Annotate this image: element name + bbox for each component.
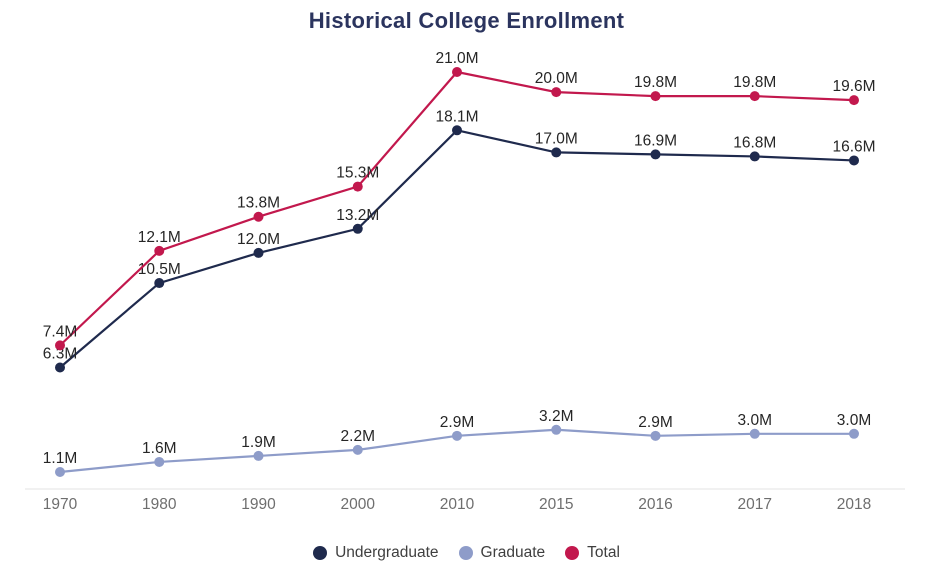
data-point-label: 2.9M [638, 414, 672, 431]
x-tick-label: 1980 [142, 496, 177, 513]
data-point-label: 2.2M [341, 428, 375, 445]
data-point-undergraduate [253, 247, 264, 258]
data-point-label: 17.0M [535, 130, 578, 147]
data-point-label: 3.2M [539, 408, 573, 425]
data-point-label: 13.2M [336, 207, 379, 224]
legend-dot-icon [565, 546, 580, 560]
chart-title: Historical College Enrollment [308, 8, 625, 33]
x-tick-label: 1970 [43, 496, 78, 513]
data-point-undergraduate [849, 155, 859, 166]
data-point-label: 7.4M [43, 323, 77, 340]
data-point-label: 3.0M [837, 412, 871, 429]
data-point-graduate [55, 467, 65, 477]
data-point-total [650, 91, 661, 102]
data-point-label: 16.6M [832, 138, 875, 155]
data-point-total [849, 95, 859, 106]
data-point-label: 1.6M [142, 440, 176, 457]
data-point-total [452, 67, 462, 77]
data-point-total [551, 87, 562, 98]
data-point-label: 19.6M [832, 78, 875, 95]
data-point-label: 18.1M [435, 108, 478, 125]
data-point-label: 19.8M [634, 74, 677, 91]
data-point-label: 20.0M [535, 70, 578, 87]
data-point-total [352, 181, 363, 192]
legend-label: Total [587, 544, 620, 561]
data-point-graduate [849, 428, 859, 439]
data-point-label: 3.0M [738, 412, 772, 429]
data-point-total [253, 211, 264, 222]
legend-item-graduate[interactable]: Graduate [458, 544, 546, 562]
data-point-label: 2.9M [440, 414, 474, 431]
x-tick-label: 1990 [241, 496, 276, 513]
data-point-label: 6.3M [43, 345, 77, 362]
data-point-label: 15.3M [336, 165, 379, 182]
data-point-label: 12.1M [138, 229, 181, 246]
data-point-graduate [154, 456, 165, 467]
data-point-total [749, 91, 760, 102]
data-point-label: 19.8M [733, 74, 776, 91]
data-point-undergraduate [352, 223, 363, 234]
data-point-total [154, 245, 165, 256]
legend-item-undergraduate[interactable]: Undergraduate [313, 544, 439, 562]
data-point-total [55, 340, 65, 351]
legend: Undergraduate Graduate Total [0, 544, 933, 562]
data-point-undergraduate [55, 362, 65, 373]
data-point-label: 1.1M [43, 450, 77, 467]
data-point-graduate [650, 430, 661, 441]
data-point-undergraduate [452, 125, 462, 136]
data-point-graduate [352, 444, 363, 455]
data-point-label: 1.9M [241, 434, 275, 451]
data-point-graduate [253, 450, 264, 461]
data-point-label: 16.8M [733, 134, 776, 151]
data-point-undergraduate [749, 151, 760, 162]
data-point-undergraduate [650, 149, 661, 160]
data-point-label: 21.0M [435, 50, 478, 67]
x-tick-label: 2016 [638, 496, 672, 513]
x-tick-label: 2017 [738, 496, 772, 513]
x-tick-label: 2010 [440, 496, 475, 513]
legend-dot-icon [458, 546, 473, 560]
data-point-label: 12.0M [237, 231, 280, 248]
x-tick-label: 2015 [539, 496, 573, 513]
legend-dot-icon [313, 546, 328, 560]
data-point-undergraduate [154, 278, 165, 289]
legend-label: Undergraduate [335, 544, 439, 561]
data-point-undergraduate [551, 147, 562, 158]
data-point-label: 16.9M [634, 132, 677, 149]
data-point-graduate [551, 424, 562, 435]
data-point-graduate [749, 428, 760, 439]
x-tick-label: 2000 [341, 496, 376, 513]
x-tick-label: 2018 [837, 496, 871, 513]
data-point-graduate [452, 430, 462, 441]
series-line-undergraduate [59, 129, 855, 369]
legend-item-total[interactable]: Total [565, 544, 620, 562]
data-point-label: 10.5M [138, 261, 181, 278]
legend-label: Graduate [480, 544, 546, 561]
data-point-label: 13.8M [237, 195, 280, 212]
